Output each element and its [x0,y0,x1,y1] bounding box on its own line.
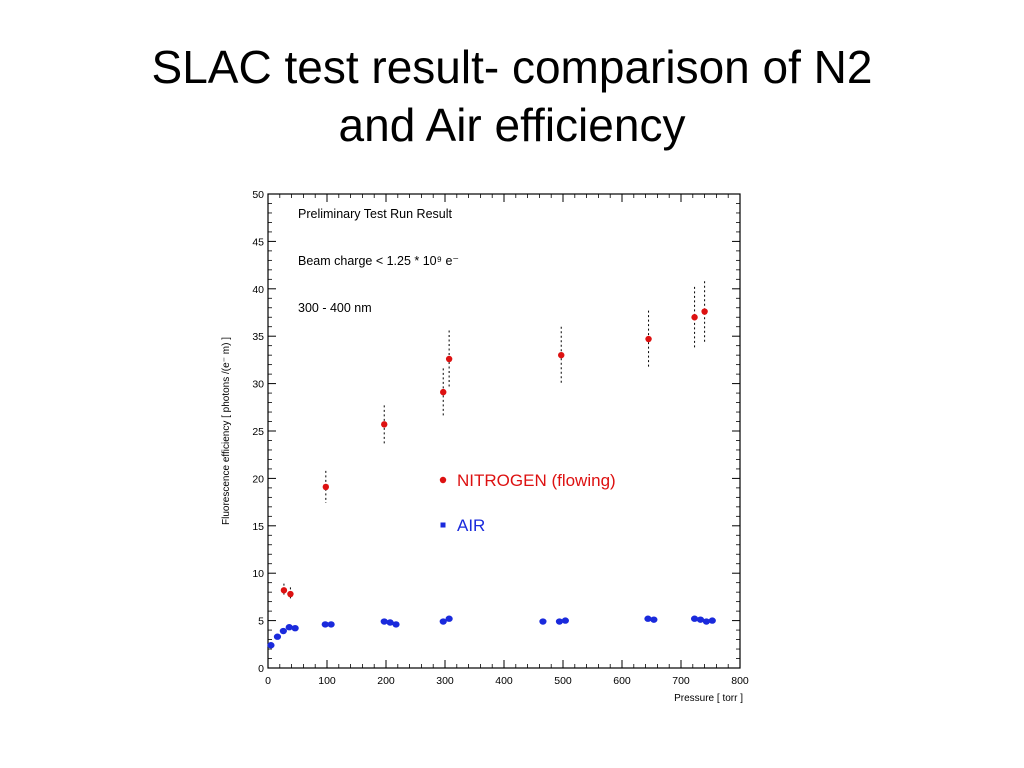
air-point [279,627,287,635]
y-tick-label: 30 [252,379,264,391]
legend-label-air: AIR [457,516,485,535]
air-point [321,621,329,628]
air-point [690,615,699,622]
air-point [273,633,282,640]
air-point [644,615,652,622]
x-tick-label: 600 [613,675,631,687]
x-tick-label: 300 [436,675,454,687]
y-tick-label: 5 [258,616,264,628]
y-tick-label: 45 [252,236,264,248]
air-point [291,624,299,632]
x-tick-label: 400 [495,675,513,687]
nitrogen-point [691,314,698,321]
air-point [386,619,394,626]
nitrogen-point [701,308,708,315]
y-tick-label: 50 [252,189,264,201]
y-tick-label: 0 [258,663,264,675]
air-point [392,621,400,628]
legend-marker-nitrogen [439,476,447,484]
nitrogen-point [445,355,453,363]
y-tick-label: 35 [252,331,264,343]
nitrogen-point [287,590,294,598]
annotation-preliminary: Preliminary Test Run Result [298,207,453,221]
slide-title-line-1: SLAC test result- comparison of N2 [151,41,873,93]
y-tick-label: 20 [252,473,264,485]
y-tick-label: 25 [252,426,264,438]
annotation-wavelength: 300 - 400 nm [298,301,372,315]
air-point [380,618,388,625]
air-point [555,618,564,625]
fluorescence-efficiency-chart: 0 100 200 300 400 500 600 700 800 0 5 10 15 20 25 30 35 4… [221,189,749,704]
nitrogen-point [381,421,388,428]
nitrogen-point [558,351,565,359]
y-axis-label: Fluorescence efficiency [ photons /(e⁻ m… [221,337,232,525]
legend-marker-air [440,522,446,528]
nitrogen-point [322,483,330,491]
y-tick-label: 15 [252,521,264,533]
x-axis-label: Pressure [ torr ] [674,693,743,704]
plot-frame [267,193,741,669]
x-tick-label: 200 [377,675,395,687]
air-point [561,617,569,624]
x-tick-label: 100 [318,675,336,687]
x-tick-label: 700 [672,675,690,687]
y-tick-label: 40 [252,284,264,296]
air-point [445,615,453,622]
x-tick-label: 500 [554,675,572,687]
air-point [696,616,705,623]
x-tick-label: 0 [265,675,271,687]
slide-title-line-2: and Air efficiency [338,99,686,151]
slide-title: SLAC test result- comparison of N2 and A… [0,38,1024,154]
air-point [539,618,547,625]
air-point [702,618,710,625]
air-point [439,618,447,625]
y-tick-label: 10 [252,568,264,580]
nitrogen-point [645,335,652,343]
legend-label-nitrogen: NITROGEN (flowing) [457,471,616,490]
annotation-beam-charge: Beam charge < 1.25 * 10⁹ e⁻ [298,254,459,268]
nitrogen-point [280,587,288,594]
air-point [267,642,275,649]
air-point [327,621,335,628]
air-point [650,616,658,623]
x-tick-label: 800 [731,675,749,687]
air-point [285,624,293,631]
nitrogen-point [440,388,447,396]
air-point [708,617,716,624]
